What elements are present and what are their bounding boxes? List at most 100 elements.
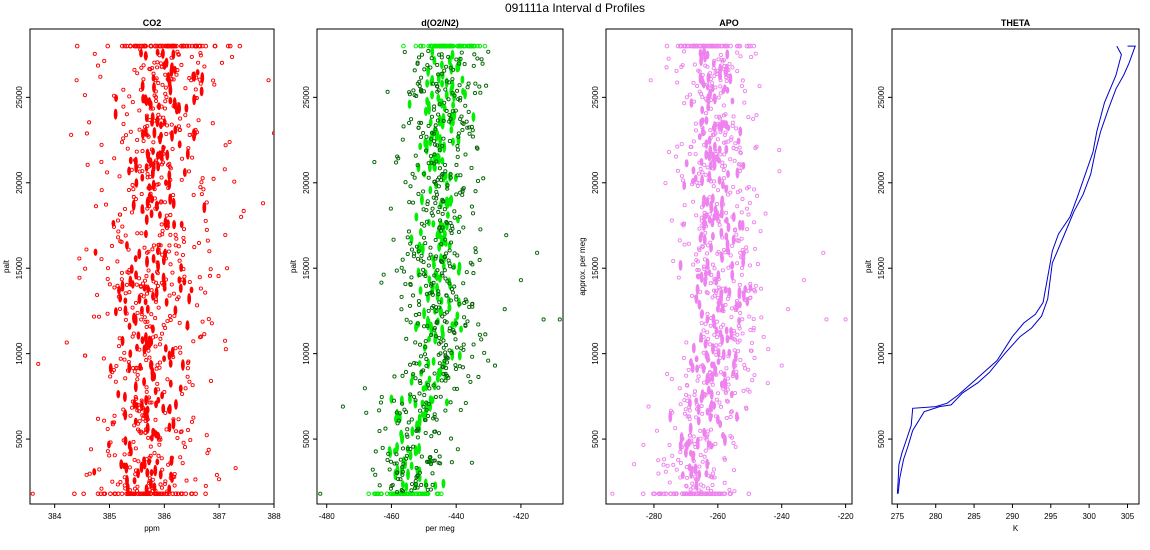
data-point [158, 211, 162, 219]
data-point [438, 218, 443, 223]
data-point [412, 175, 417, 180]
data-point [179, 62, 184, 68]
data-point [105, 426, 110, 432]
data-point [113, 108, 118, 120]
x-tick-label: 295 [1044, 512, 1058, 521]
data-point [705, 432, 710, 437]
data-point [437, 361, 442, 366]
data-point [472, 91, 478, 96]
data-point [718, 130, 723, 135]
data-point [189, 419, 195, 424]
data-point [147, 355, 152, 360]
outlier-point [74, 78, 79, 83]
data-point [752, 355, 757, 361]
data-point [438, 258, 444, 264]
data-point [437, 205, 442, 210]
data-point [477, 43, 483, 49]
data-point [406, 420, 411, 425]
data-point [152, 43, 158, 49]
data-point [721, 248, 727, 253]
data-point [167, 422, 172, 433]
data-point [450, 79, 455, 91]
data-point [171, 291, 177, 296]
data-point [717, 222, 722, 227]
data-point [726, 382, 731, 387]
data-point [706, 445, 711, 450]
data-point [453, 337, 458, 342]
data-point [176, 417, 181, 422]
data-point [385, 89, 390, 94]
data-point [178, 430, 183, 435]
data-point [181, 227, 187, 232]
data-point [114, 307, 118, 317]
data-point [424, 363, 429, 368]
data-point [225, 43, 231, 49]
data-point [671, 258, 676, 264]
data-point [440, 143, 445, 148]
data-point [454, 386, 460, 391]
data-point [149, 469, 154, 477]
data-point [407, 303, 413, 308]
data-point [175, 49, 180, 54]
x-tick-label: -460 [383, 512, 400, 521]
plot-frame [605, 28, 853, 505]
data-point [464, 299, 469, 304]
data-point [689, 358, 693, 367]
data-point [414, 361, 419, 366]
data-point [418, 43, 424, 49]
data-point [418, 142, 423, 151]
data-point [470, 301, 475, 306]
data-point [423, 430, 428, 436]
data-point [180, 461, 185, 466]
data-point [433, 123, 438, 128]
data-point [452, 251, 457, 256]
data-point [726, 354, 731, 359]
data-point [133, 395, 138, 400]
data-point [394, 452, 399, 457]
data-point [700, 309, 705, 318]
data-point [442, 311, 447, 316]
data-point [178, 384, 183, 393]
data-point [739, 165, 744, 170]
data-point [167, 313, 173, 319]
data-point [748, 282, 753, 287]
data-point [119, 459, 124, 470]
data-point [137, 429, 142, 434]
data-point [147, 66, 152, 72]
data-point [716, 491, 722, 497]
data-point [401, 269, 407, 274]
data-point [730, 214, 735, 220]
data-point [450, 290, 455, 295]
data-point [150, 373, 155, 382]
data-point [718, 420, 723, 428]
data-point [428, 402, 433, 412]
data-point [159, 199, 164, 204]
data-point [146, 435, 151, 440]
data-point [711, 132, 716, 137]
data-point [200, 319, 205, 324]
data-point [223, 338, 228, 343]
data-point [473, 246, 478, 251]
data-point [84, 472, 89, 477]
data-point [444, 108, 449, 114]
data-point [135, 377, 140, 382]
data-point [691, 342, 696, 354]
data-point [143, 319, 148, 324]
data-point [403, 370, 408, 375]
data-point [122, 452, 127, 457]
data-point [155, 283, 161, 289]
data-point [708, 128, 713, 133]
data-point [777, 148, 782, 153]
data-point [724, 416, 729, 421]
data-point [427, 256, 432, 261]
data-point [450, 49, 455, 60]
data-point [159, 104, 164, 109]
data-point [211, 78, 216, 83]
data-point [414, 212, 419, 222]
data-point [163, 325, 168, 330]
data-point [745, 387, 750, 392]
data-point [673, 491, 679, 497]
data-point [751, 317, 756, 322]
data-point [391, 398, 397, 403]
data-point [178, 350, 183, 355]
